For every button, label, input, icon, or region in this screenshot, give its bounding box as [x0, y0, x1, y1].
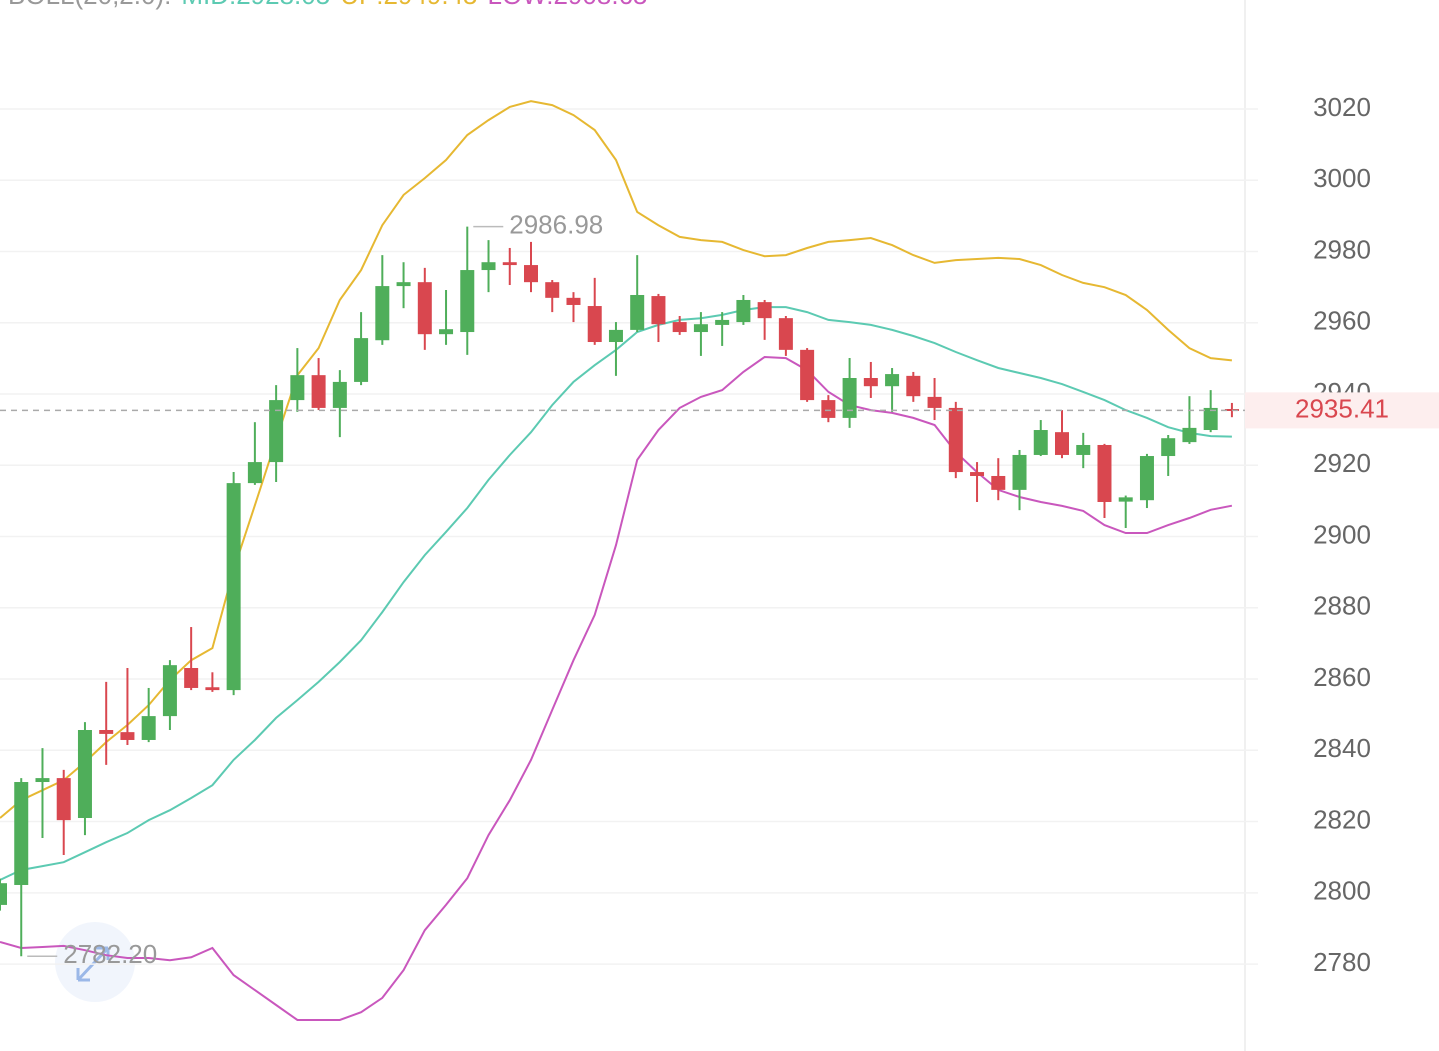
candle-body — [1097, 444, 1112, 502]
candle-body — [1012, 454, 1027, 490]
candle-body — [1076, 444, 1091, 455]
candle-body — [842, 378, 857, 418]
candle-body — [736, 299, 751, 323]
candle-body — [1055, 432, 1069, 455]
candle-body — [608, 329, 623, 343]
indicator-label: BOLL(20,2.0): — [8, 0, 171, 10]
candle-body — [757, 302, 772, 319]
candle-body — [311, 375, 326, 408]
candle-body — [651, 296, 666, 325]
candle-body — [991, 475, 1006, 490]
y-tick-label: 2820 — [1313, 804, 1371, 834]
candle-body — [545, 282, 560, 298]
candle-body — [524, 265, 538, 283]
candle-body — [205, 687, 220, 691]
y-tick-label: 3020 — [1313, 92, 1371, 122]
candle-body — [906, 375, 921, 397]
y-tick-label: 2800 — [1313, 876, 1371, 906]
candle-body — [821, 400, 836, 418]
candle-body — [0, 883, 7, 905]
candle-body — [247, 462, 262, 484]
candle-body — [269, 400, 284, 463]
candle-body — [863, 378, 878, 387]
candle-body — [396, 282, 411, 287]
candle-body — [99, 729, 114, 734]
candle-body — [800, 349, 815, 401]
last-price-label: 2935.41 — [1295, 393, 1389, 423]
candle-body — [162, 665, 177, 717]
candle-body — [35, 778, 50, 783]
y-tick-label: 2900 — [1313, 519, 1371, 549]
y-tick-label: 2860 — [1313, 662, 1371, 692]
legend-name: MID: — [181, 0, 236, 10]
y-tick-label: 2880 — [1313, 591, 1371, 621]
y-tick-label: 2840 — [1313, 733, 1371, 763]
candle-body — [630, 294, 645, 330]
legend-value: 2949.45 — [384, 0, 478, 10]
candle-body — [587, 306, 602, 343]
candle-body — [885, 374, 900, 387]
y-axis: 2780280028202840286028802900292029402960… — [0, 92, 1439, 977]
candle-body — [970, 472, 985, 476]
candle-body — [439, 329, 454, 335]
candle-body — [56, 778, 71, 821]
candle-body — [354, 338, 369, 382]
legend-name: UP: — [340, 0, 383, 10]
candle-body — [1033, 430, 1048, 455]
candle-body — [1203, 407, 1218, 431]
candle-body — [1139, 456, 1154, 501]
candle-body — [226, 483, 241, 691]
candle-body — [778, 318, 793, 350]
y-tick-label: 2780 — [1313, 947, 1371, 977]
boll-line — [0, 306, 1232, 881]
candle-body — [1161, 438, 1176, 457]
legend-value: 2928.05 — [236, 0, 330, 10]
candle-body — [927, 396, 942, 408]
y-tick-label: 3000 — [1313, 163, 1371, 193]
candle-body — [1182, 427, 1197, 443]
candle-body — [332, 381, 347, 408]
candle-body — [77, 729, 92, 818]
legend-name: LOW: — [488, 0, 554, 10]
candle-body — [375, 286, 390, 341]
candle-body — [120, 732, 135, 740]
candle-body — [672, 322, 687, 333]
candle-body — [417, 282, 432, 335]
overlays — [0, 100, 1233, 1021]
last-price-box — [1245, 392, 1439, 429]
candle-body — [460, 270, 475, 333]
candle-body — [693, 324, 708, 333]
y-tick-label: 2920 — [1313, 448, 1371, 478]
candle-body — [502, 262, 517, 266]
candle-body — [481, 262, 496, 271]
candle-body — [715, 319, 730, 325]
legend-value: 2908.65 — [554, 0, 648, 10]
candle-body — [141, 716, 156, 740]
y-tick-label: 2980 — [1313, 234, 1371, 264]
annotation-label: 2986.98 — [509, 210, 603, 240]
y-tick-label: 2960 — [1313, 306, 1371, 336]
legend: BOLL(20,2.0): MID:2928.05 UP:2949.45 LOW:29… — [8, 0, 647, 10]
candle-body — [948, 407, 963, 473]
boll-line — [0, 100, 1233, 819]
candle-body — [1224, 408, 1239, 411]
candle-body — [14, 782, 29, 885]
annotation-label: 2782.20 — [63, 939, 157, 969]
candle-body — [1118, 497, 1133, 502]
candle-body — [566, 297, 581, 305]
boll-line — [0, 355, 1233, 1021]
grid — [0, 108, 1258, 965]
candle-body — [290, 375, 305, 401]
candles: 2986.98 2782.20 — [0, 210, 1239, 969]
candle-body — [184, 668, 199, 688]
